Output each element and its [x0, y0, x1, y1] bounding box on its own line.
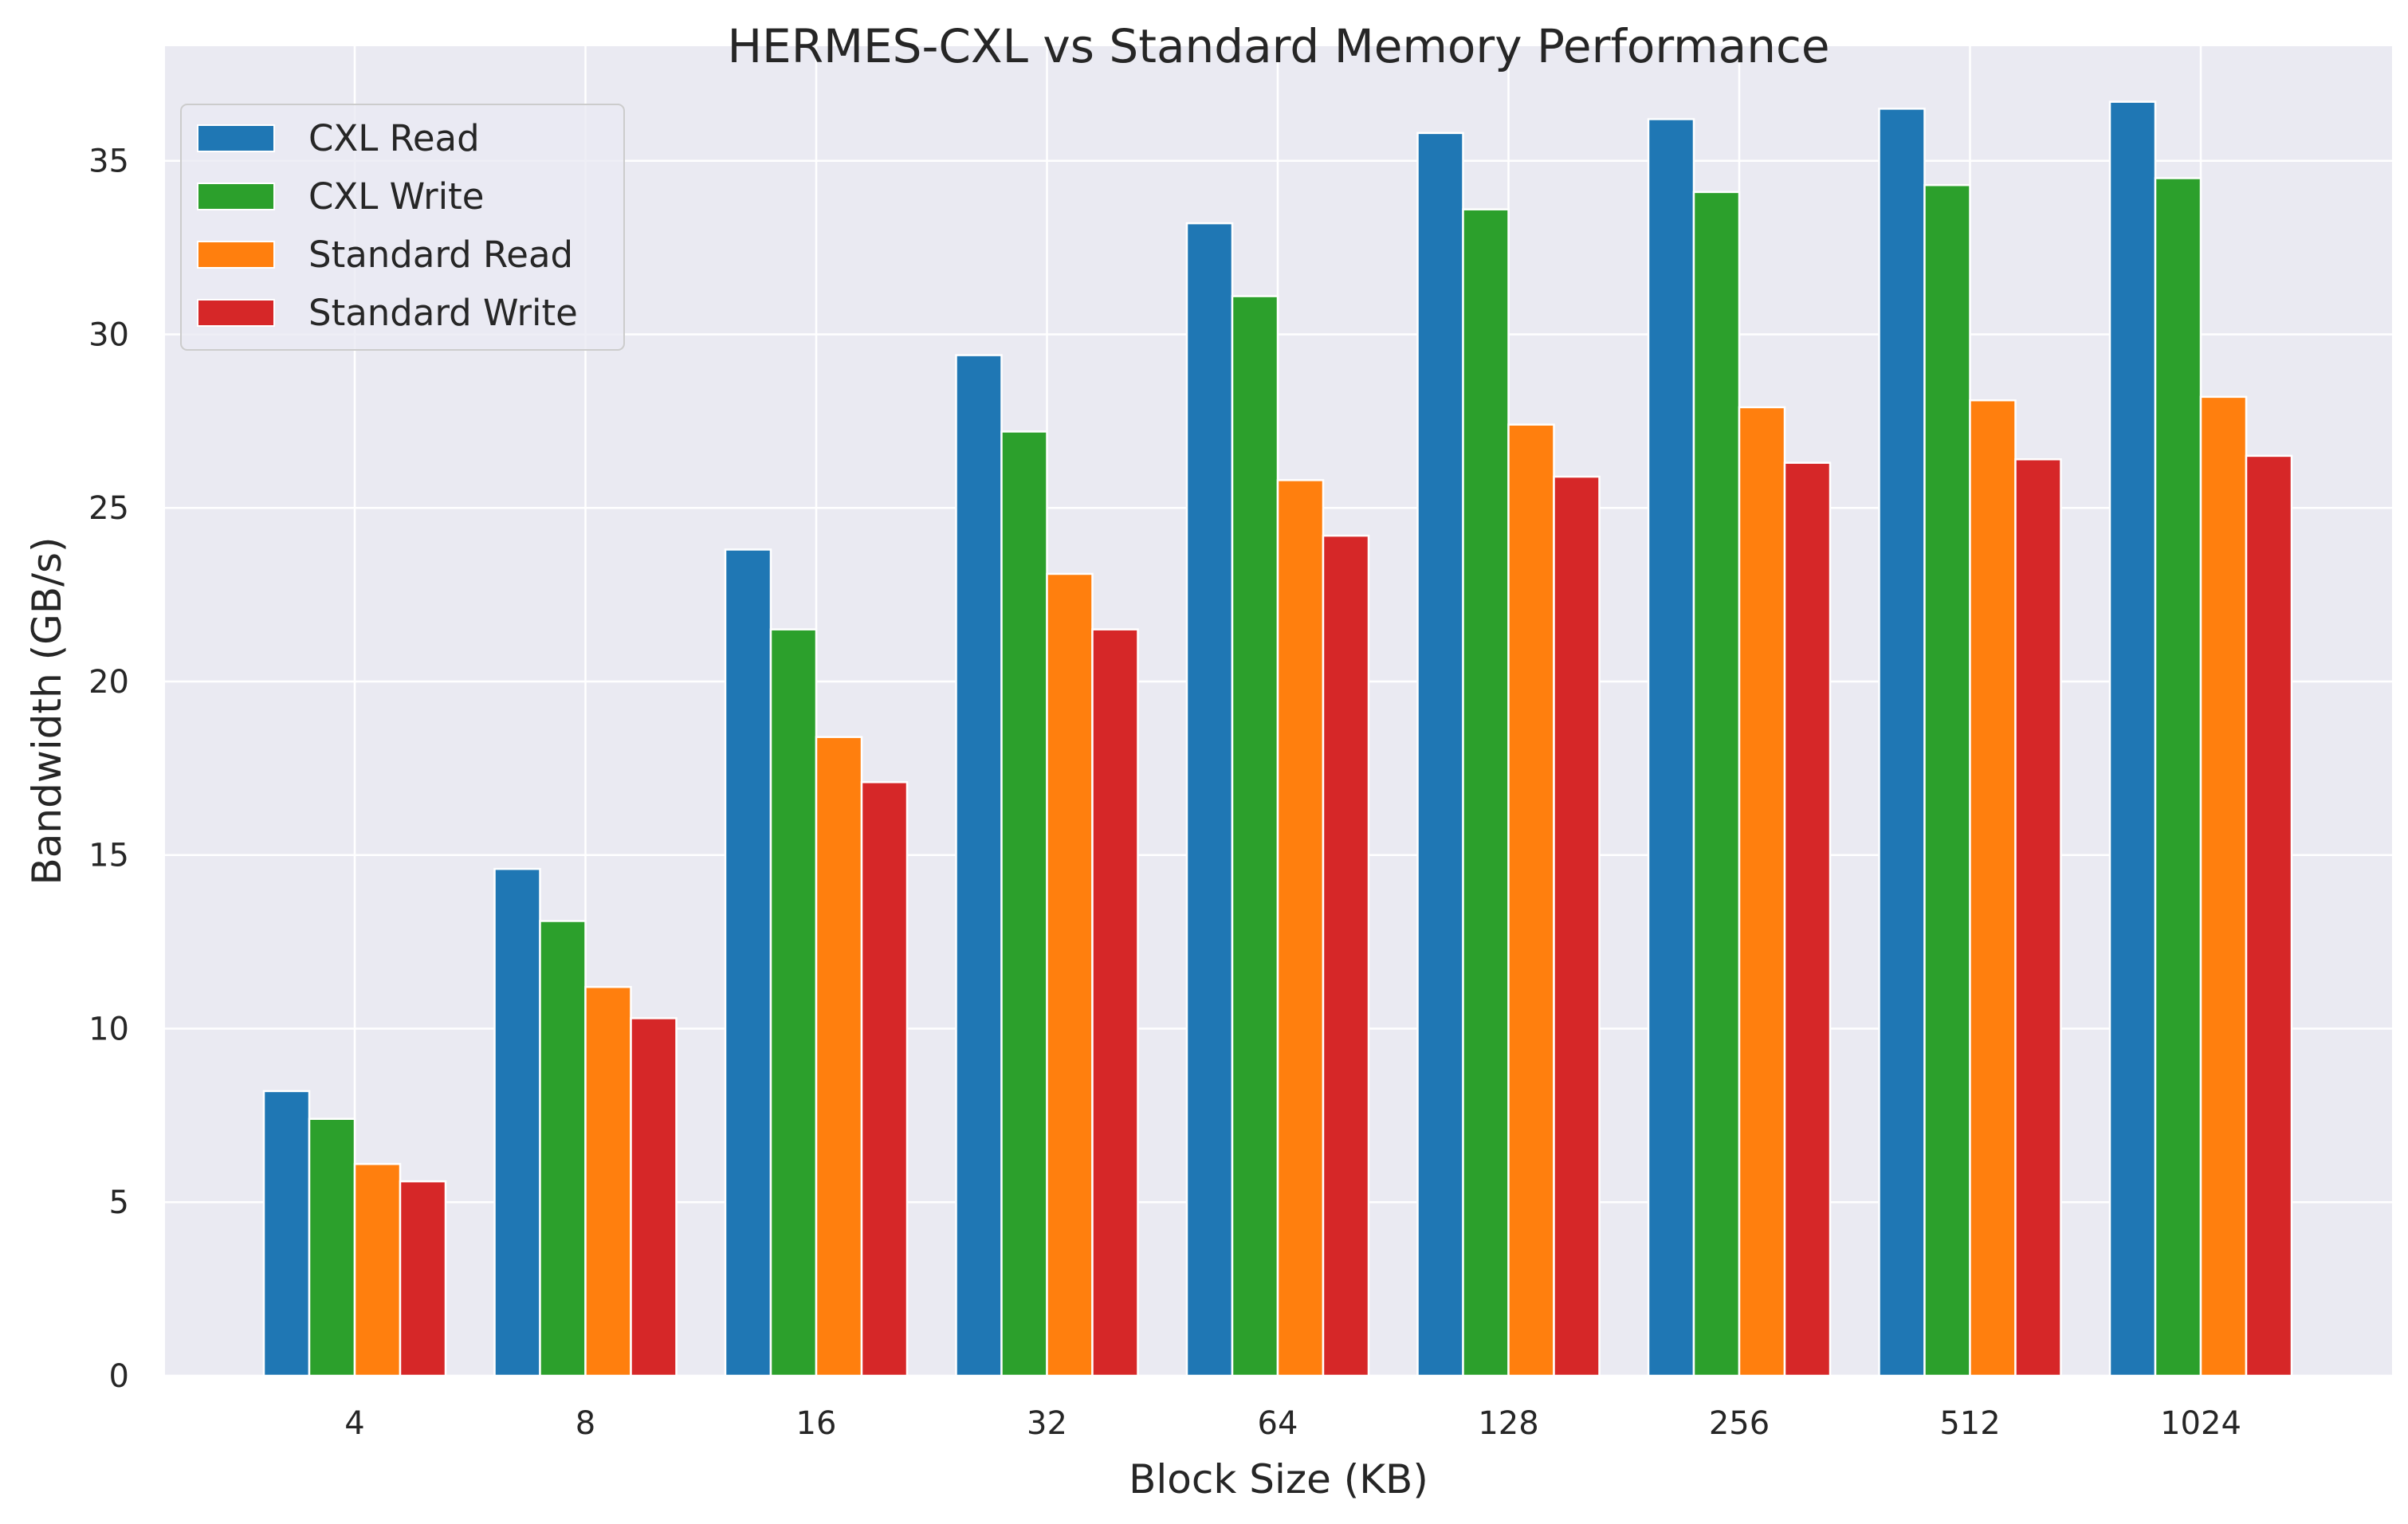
x-tick-labels: 4 8 16 32 64 128 256 512 1024 [344, 1405, 2241, 1442]
legend-label: Standard Write [308, 292, 578, 334]
bar-standard-read-4 [353, 1163, 402, 1377]
bar-cxl-write-512 [1923, 183, 1971, 1377]
x-tick-label: 8 [575, 1405, 595, 1442]
bar-standard-write-32 [1091, 628, 1139, 1377]
bar-cxl-read-32 [955, 354, 1003, 1377]
bar-standard-write-256 [1783, 462, 1832, 1377]
legend-swatch [197, 183, 275, 210]
bar-cxl-write-8 [539, 920, 587, 1377]
bar-standard-write-4 [399, 1180, 447, 1377]
legend-label: CXL Write [308, 175, 484, 218]
y-axis-label: Bandwidth (GB/s) [24, 536, 70, 885]
x-tick-label: 1024 [2160, 1405, 2241, 1442]
legend-label: Standard Read [308, 234, 573, 276]
bar-standard-read-16 [815, 736, 863, 1377]
y-tick-label: 10 [88, 1011, 129, 1047]
legend-swatch [197, 299, 275, 327]
bar-standard-read-1024 [2199, 395, 2248, 1377]
y-tick-label: 15 [88, 838, 129, 874]
y-tick-label: 5 [109, 1184, 129, 1221]
bar-cxl-read-256 [1647, 118, 1695, 1377]
bar-standard-write-512 [2014, 458, 2062, 1377]
x-tick-label: 4 [344, 1405, 364, 1442]
x-axis-label: Block Size (KB) [1129, 1456, 1428, 1502]
bar-cxl-read-1024 [2108, 100, 2157, 1377]
x-tick-label: 32 [1027, 1405, 1067, 1442]
bar-cxl-write-4 [308, 1117, 356, 1377]
bar-standard-read-128 [1507, 423, 1555, 1377]
bar-standard-write-128 [1553, 475, 1601, 1377]
bars [262, 100, 2293, 1377]
x-tick-label: 128 [1478, 1405, 1538, 1442]
legend-box [180, 104, 625, 351]
legend-swatch [197, 124, 275, 152]
x-tick-label: 16 [796, 1405, 837, 1442]
chart-title: HERMES-CXL vs Standard Memory Performanc… [727, 19, 1829, 73]
bar-standard-write-64 [1322, 534, 1370, 1377]
legend: CXL Read CXL Write Standard Read Standard W… [180, 104, 625, 351]
bar-cxl-read-128 [1416, 132, 1464, 1377]
bar-cxl-read-4 [262, 1090, 311, 1377]
bar-standard-write-8 [630, 1017, 678, 1377]
y-tick-label: 20 [88, 664, 129, 701]
x-tick-label: 256 [1709, 1405, 1770, 1442]
y-tick-label: 35 [88, 143, 129, 180]
bar-standard-write-1024 [2245, 454, 2293, 1377]
y-tick-label: 0 [109, 1358, 129, 1395]
bar-cxl-write-64 [1231, 295, 1279, 1377]
bar-cxl-write-32 [1000, 430, 1048, 1377]
bar-standard-read-8 [584, 985, 632, 1377]
y-tick-label: 30 [88, 316, 129, 353]
bar-cxl-write-256 [1692, 190, 1741, 1377]
bar-cxl-read-512 [1878, 108, 1926, 1377]
bar-cxl-read-64 [1185, 222, 1234, 1377]
y-tick-label: 25 [88, 490, 129, 527]
x-tick-label: 64 [1258, 1405, 1298, 1442]
bar-cxl-read-8 [493, 867, 541, 1377]
bar-cxl-write-1024 [2154, 177, 2202, 1377]
bar-standard-read-512 [1969, 399, 2017, 1377]
bar-cxl-read-16 [724, 548, 772, 1377]
bar-standard-write-16 [860, 781, 909, 1377]
legend-label: CXL Read [308, 117, 480, 159]
bar-cxl-write-16 [769, 628, 818, 1377]
bar-standard-read-256 [1738, 406, 1786, 1377]
bar-standard-read-64 [1276, 479, 1325, 1377]
legend-swatch [197, 241, 275, 269]
bar-cxl-write-128 [1462, 208, 1510, 1377]
x-tick-label: 512 [1939, 1405, 2000, 1442]
bar-standard-read-32 [1046, 572, 1094, 1377]
y-tick-labels: 0 5 10 15 20 25 30 35 [88, 143, 129, 1395]
